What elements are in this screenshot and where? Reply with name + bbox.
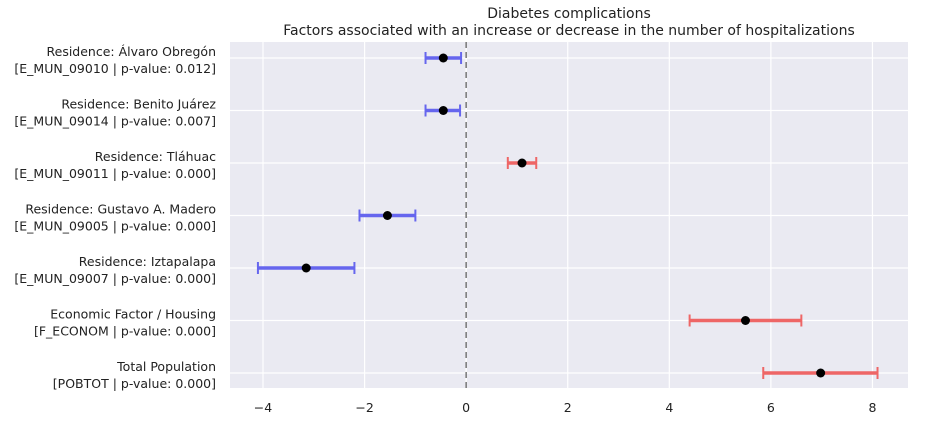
chart-title: Diabetes complications	[487, 6, 651, 22]
point-estimate	[816, 368, 826, 378]
row-label-detail: [E_MUN_09014 | p-value: 0.007]	[14, 114, 216, 129]
row-label: Total Population	[116, 359, 216, 374]
x-tick-label: 6	[767, 400, 775, 415]
row-label: Residence: Iztapalapa	[79, 254, 216, 269]
y-axis-labels: Residence: Álvaro Obregón [E_MUN_09010 | …	[14, 44, 216, 391]
chart-subtitle: Factors associated with an increase or d…	[283, 23, 854, 39]
row-label-detail: [F_ECONOM | p-value: 0.000]	[34, 324, 216, 339]
point-estimate	[438, 53, 448, 63]
row-label: Economic Factor / Housing	[50, 307, 216, 322]
row-label-detail: [E_MUN_09007 | p-value: 0.000]	[14, 271, 216, 286]
point-estimate	[740, 316, 750, 325]
confidence-intervals	[256, 52, 879, 379]
x-tick-label: −2	[355, 400, 373, 415]
row-label: Residence: Álvaro Obregón	[47, 44, 217, 59]
row-label-detail: [E_MUN_09005 | p-value: 0.000]	[14, 219, 216, 234]
x-tick-label: 8	[868, 400, 876, 415]
x-tick-label: 4	[665, 400, 673, 415]
point-estimate	[382, 211, 392, 220]
row-label-detail: [E_MUN_09010 | p-value: 0.012]	[14, 61, 216, 76]
point-estimate	[438, 106, 448, 115]
x-axis-ticks: −4 −2 0 2 4 6 8	[254, 400, 877, 415]
point-estimate	[301, 263, 311, 273]
row-label: Residence: Benito Juárez	[61, 97, 216, 112]
point-estimate	[517, 158, 527, 168]
x-tick-label: −4	[254, 400, 272, 415]
x-tick-label: 2	[564, 400, 572, 415]
row-label: Residence: Gustavo A. Madero	[25, 202, 216, 217]
point-estimates	[301, 53, 826, 378]
row-label-detail: [E_MUN_09011 | p-value: 0.000]	[14, 166, 216, 181]
row-label-detail: [POBTOT | p-value: 0.000]	[53, 376, 216, 391]
x-tick-label: 0	[462, 400, 470, 415]
row-label: Residence: Tláhuac	[95, 149, 216, 164]
